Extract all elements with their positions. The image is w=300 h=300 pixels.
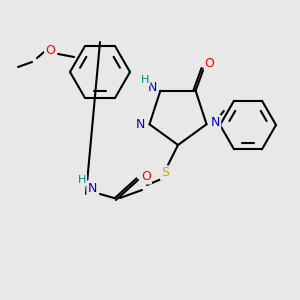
Text: H: H (141, 75, 150, 85)
Text: O: O (45, 44, 55, 56)
Text: N: N (136, 118, 145, 131)
Text: N: N (87, 182, 97, 194)
Text: O: O (141, 170, 151, 184)
Text: N: N (211, 116, 220, 129)
Text: H: H (78, 175, 86, 185)
Text: S: S (161, 167, 169, 179)
Text: N: N (148, 81, 157, 94)
Text: O: O (205, 57, 214, 70)
